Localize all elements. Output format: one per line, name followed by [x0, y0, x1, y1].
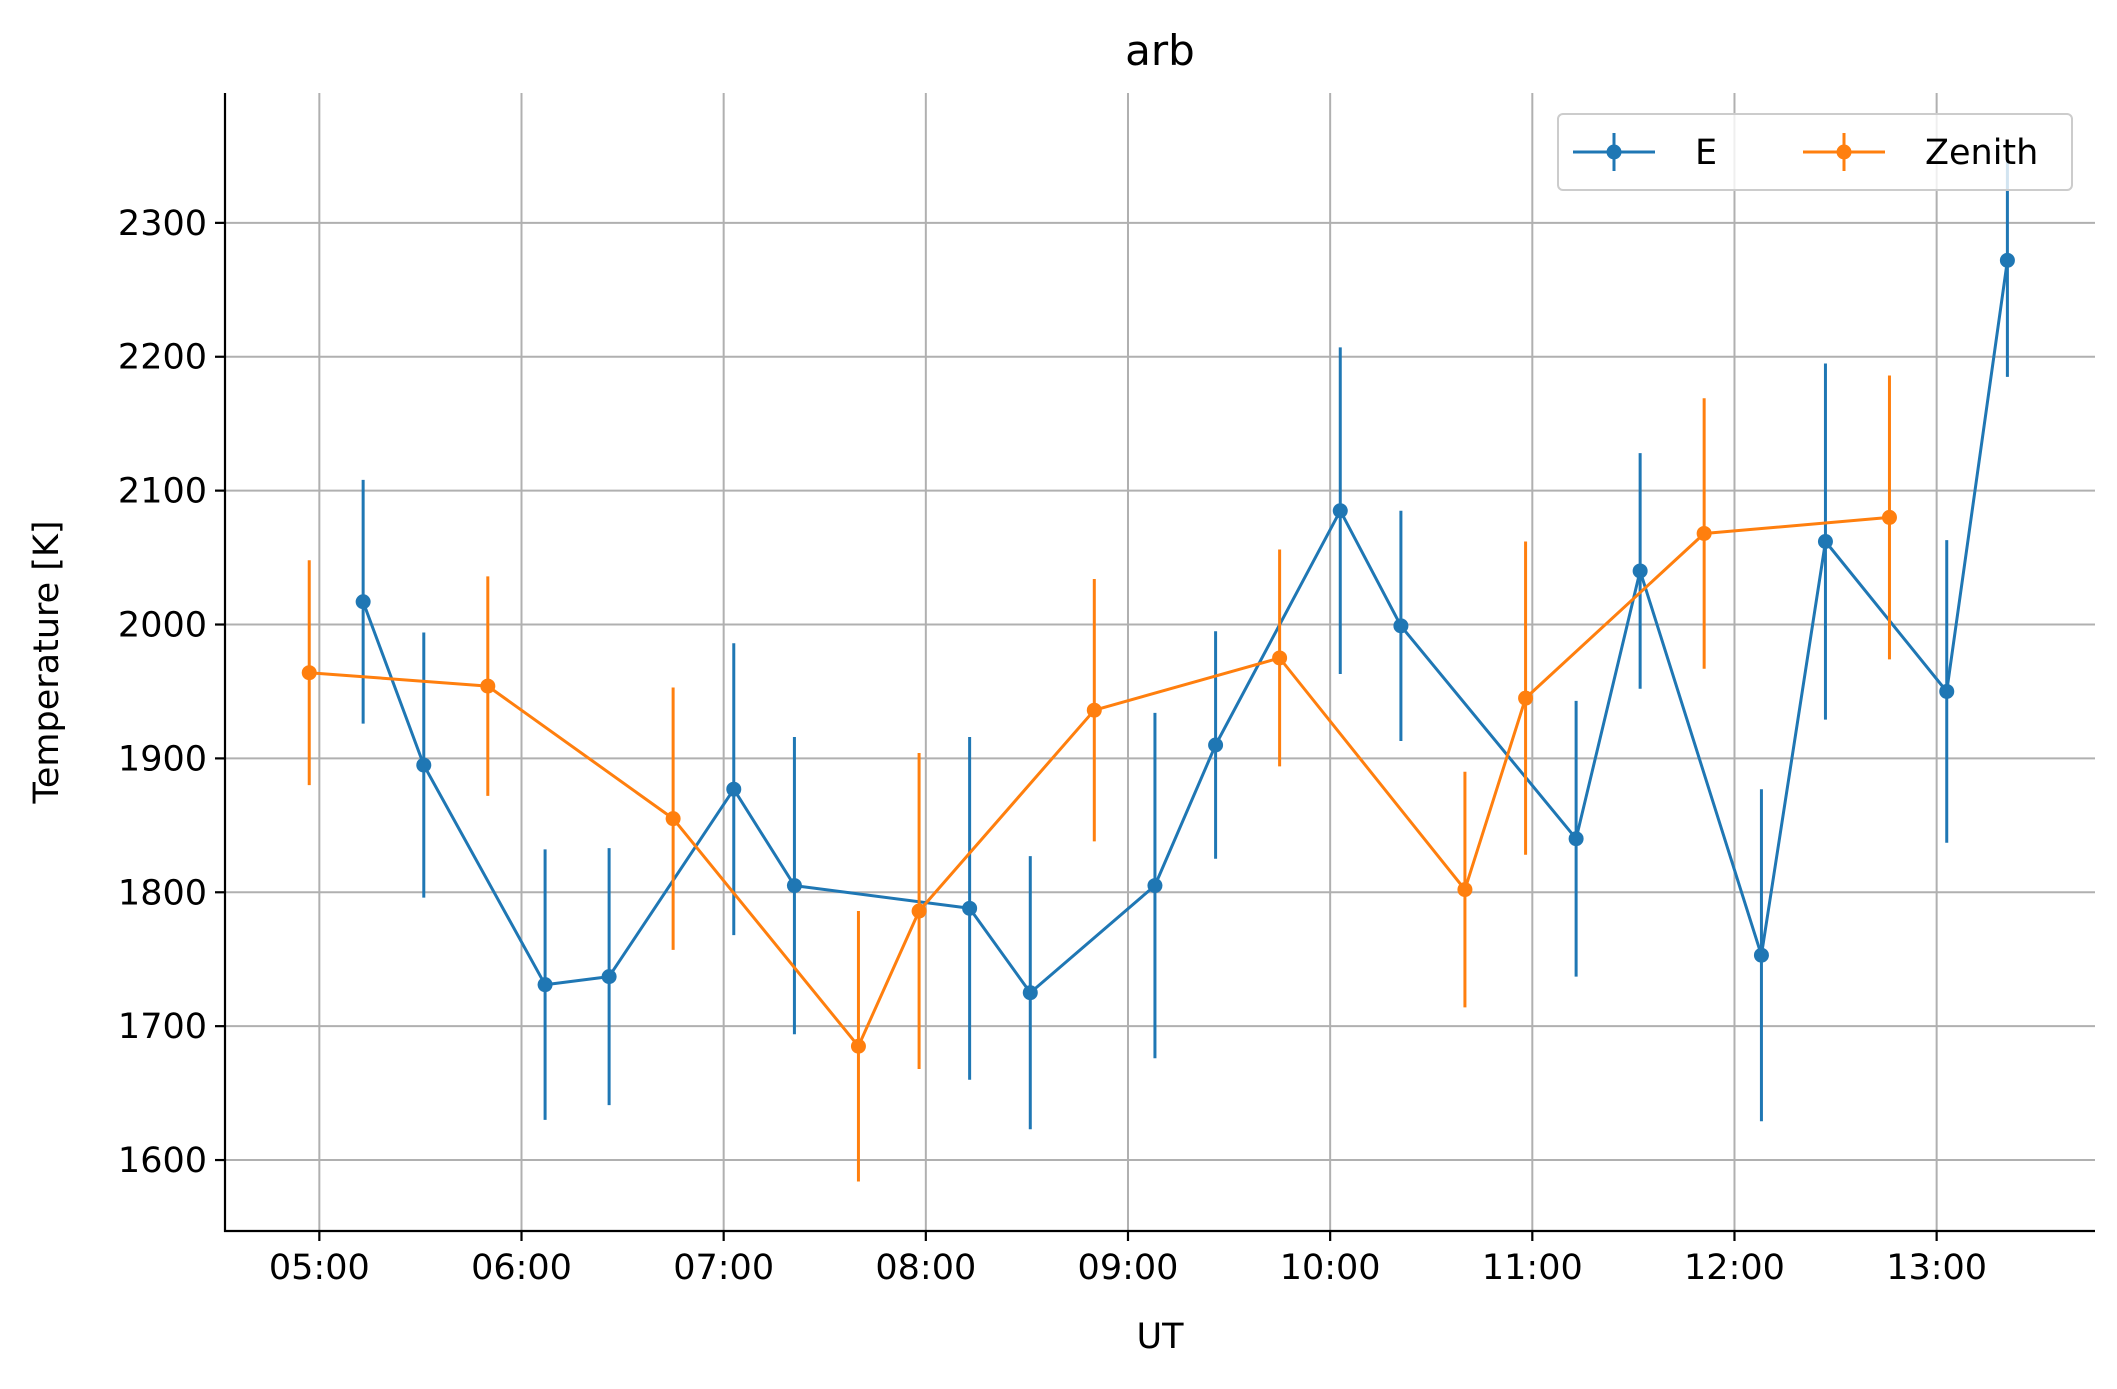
data-point: [911, 903, 927, 919]
data-point: [355, 594, 371, 610]
x-tick-label: 09:00: [1078, 1248, 1179, 1288]
data-point: [480, 678, 496, 694]
y-tick-label: 1600: [118, 1141, 207, 1181]
series-line: [361, 260, 2009, 995]
series-zenith: [301, 375, 1897, 1182]
y-tick-label: 2300: [118, 204, 207, 244]
legend: E Zenith: [1557, 113, 2073, 191]
legend-marker: [1606, 144, 1622, 160]
series-layer: [301, 143, 2015, 1182]
data-point: [301, 665, 317, 681]
legend-label: Zenith: [1925, 133, 2038, 173]
data-point: [1518, 690, 1534, 706]
y-axis-label: Temperature [K]: [27, 520, 67, 804]
data-point: [1568, 831, 1584, 847]
legend-label: E: [1695, 133, 1717, 173]
data-point: [1817, 534, 1833, 550]
grid-layer: [225, 93, 2095, 1231]
data-point: [726, 781, 742, 797]
x-tick-label: 12:00: [1684, 1248, 1785, 1288]
data-point: [1022, 985, 1038, 1001]
y-tick-label: 1700: [118, 1007, 207, 1047]
chart-title: arb: [1125, 26, 1195, 75]
y-tick-label: 2100: [118, 472, 207, 512]
data-point: [1939, 683, 1955, 699]
x-tick-label: 07:00: [673, 1248, 774, 1288]
data-point: [665, 811, 681, 827]
legend-marker: [1836, 144, 1852, 160]
data-point: [1272, 650, 1288, 666]
x-tick-label: 11:00: [1482, 1248, 1583, 1288]
data-point: [786, 878, 802, 894]
data-point: [1881, 509, 1897, 525]
data-point: [1332, 503, 1348, 519]
data-point: [1457, 882, 1473, 898]
y-tick-label: 2000: [118, 606, 207, 646]
data-point: [1393, 618, 1409, 634]
y-tick-label: 1800: [118, 873, 207, 913]
y-tick-label: 2200: [118, 338, 207, 378]
x-tick-label: 13:00: [1886, 1248, 1987, 1288]
legend-item-e: E: [1573, 133, 1717, 173]
data-point: [962, 900, 978, 916]
data-point: [1999, 252, 2015, 268]
data-point: [601, 969, 617, 985]
data-point: [1696, 525, 1712, 541]
data-point: [1753, 947, 1769, 963]
y-tick-label: 1900: [118, 739, 207, 779]
legend-item-zenith: Zenith: [1803, 133, 2038, 173]
data-point: [416, 757, 432, 773]
data-point: [537, 977, 553, 993]
x-tick-label: 05:00: [269, 1248, 370, 1288]
data-point: [1208, 737, 1224, 753]
data-point: [1147, 878, 1163, 894]
axes-layer: 05:00 06:00 07:00 08:00 09:00 10:00 11:00 12:00…: [118, 93, 2095, 1288]
x-tick-label: 06:00: [471, 1248, 572, 1288]
x-axis-label: UT: [1137, 1317, 1185, 1357]
x-tick-label: 08:00: [875, 1248, 976, 1288]
data-point: [1086, 702, 1102, 718]
x-tick-label: 10:00: [1280, 1248, 1381, 1288]
series-e: [355, 143, 2015, 1130]
data-point: [850, 1038, 866, 1054]
data-point: [1632, 563, 1648, 579]
